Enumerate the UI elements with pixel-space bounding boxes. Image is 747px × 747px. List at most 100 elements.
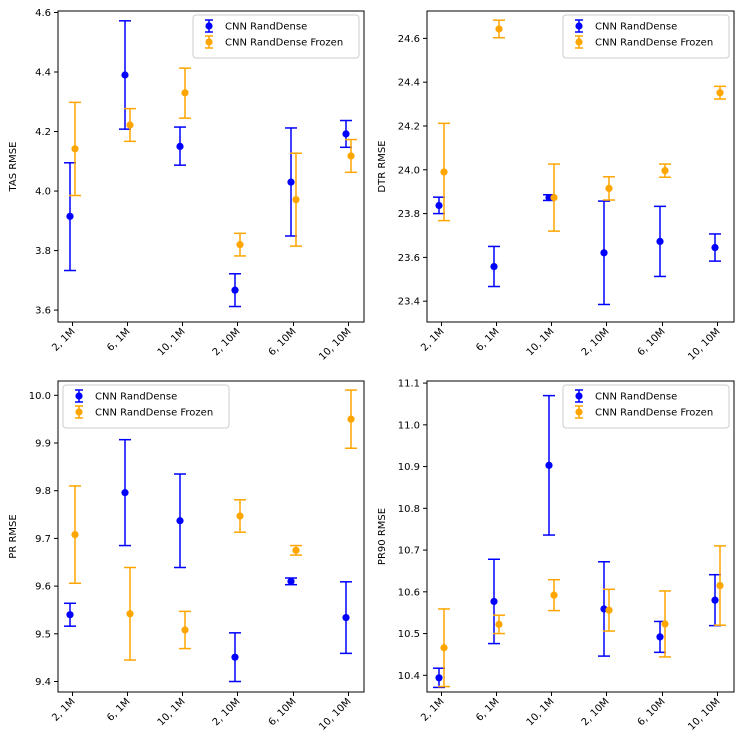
data-point bbox=[126, 121, 134, 129]
legend-label: CNN RandDense bbox=[95, 392, 177, 403]
data-point bbox=[550, 591, 558, 599]
data-point bbox=[716, 89, 724, 97]
legend-box bbox=[62, 384, 230, 429]
y-tick-label: 10.5 bbox=[398, 629, 420, 640]
y-axis-label: PR RMSE bbox=[8, 514, 19, 558]
y-tick-label: 10.4 bbox=[398, 671, 420, 682]
data-point bbox=[716, 581, 724, 590]
data-point bbox=[292, 546, 300, 554]
data-point bbox=[121, 489, 129, 497]
data-point bbox=[121, 71, 129, 79]
data-point bbox=[545, 194, 553, 202]
series-2 bbox=[438, 545, 726, 688]
data-point bbox=[71, 145, 79, 153]
y-tick-label: 24.0 bbox=[398, 165, 420, 176]
y-tick-label: 4.4 bbox=[35, 68, 51, 79]
data-point bbox=[236, 241, 244, 249]
data-point bbox=[661, 167, 669, 175]
y-tick-label: 9.5 bbox=[35, 629, 51, 640]
legend-marker-dot bbox=[75, 392, 83, 400]
data-point bbox=[490, 597, 498, 606]
legend-box bbox=[562, 384, 730, 429]
data-point bbox=[656, 237, 664, 246]
legend-label: CNN RandDense Frozen bbox=[95, 408, 213, 419]
data-point bbox=[600, 249, 608, 257]
data-point bbox=[292, 196, 300, 204]
data-point bbox=[490, 262, 498, 271]
legend: CNN RandDense CNN RandDense Frozen bbox=[562, 14, 730, 59]
y-tick-label: 4.2 bbox=[35, 127, 51, 138]
y-tick-label: 9.4 bbox=[35, 677, 51, 688]
series-2 bbox=[69, 67, 357, 257]
y-tick-label: 4.0 bbox=[35, 187, 51, 198]
series-1 bbox=[64, 438, 352, 683]
legend-marker-dot bbox=[75, 408, 83, 416]
axes-frame bbox=[57, 10, 365, 323]
legend-box bbox=[562, 14, 730, 59]
legend-marker-dot bbox=[575, 38, 583, 46]
y-axis-label: TAS RMSE bbox=[8, 142, 19, 193]
data-point bbox=[656, 633, 664, 641]
data-point bbox=[347, 415, 355, 423]
series-1 bbox=[64, 20, 352, 308]
data-point bbox=[126, 610, 134, 618]
y-tick-label: 10.7 bbox=[398, 546, 420, 557]
data-point bbox=[181, 89, 189, 97]
y-tick-label: 24.6 bbox=[398, 34, 420, 45]
data-point bbox=[435, 201, 443, 210]
legend-label: CNN RandDense Frozen bbox=[225, 38, 343, 49]
y-tick-label: 24.4 bbox=[398, 78, 420, 89]
data-point bbox=[71, 530, 79, 539]
y-axis-label: PR90 RMSE bbox=[377, 508, 388, 565]
axes-frame bbox=[426, 10, 735, 323]
data-point bbox=[181, 626, 189, 634]
data-point bbox=[661, 620, 669, 628]
data-point bbox=[231, 286, 239, 294]
axes-frame bbox=[426, 380, 735, 693]
data-point bbox=[176, 142, 184, 151]
legend-marker-dot bbox=[205, 22, 213, 30]
axes-frame bbox=[57, 380, 365, 693]
y-tick-label: 11.0 bbox=[398, 420, 420, 431]
data-point bbox=[545, 461, 553, 469]
y-tick-label: 9.7 bbox=[35, 534, 51, 545]
y-tick-label: 23.6 bbox=[398, 253, 420, 264]
y-tick-label: 3.6 bbox=[35, 306, 51, 317]
legend-marker-dot bbox=[205, 38, 213, 46]
data-point bbox=[236, 512, 244, 520]
legend-marker-dot bbox=[575, 408, 583, 416]
legend: CNN RandDense CNN RandDense Frozen bbox=[192, 14, 360, 59]
y-tick-label: 9.6 bbox=[35, 582, 51, 593]
legend-label: CNN RandDense Frozen bbox=[595, 38, 713, 49]
y-tick-label: 11.1 bbox=[398, 379, 420, 390]
data-point bbox=[287, 577, 295, 585]
series-1 bbox=[433, 394, 721, 689]
legend-label: CNN RandDense bbox=[595, 392, 677, 403]
y-tick-label: 24.2 bbox=[398, 121, 420, 132]
data-point bbox=[342, 130, 350, 138]
series-2 bbox=[438, 19, 726, 232]
series-2 bbox=[69, 389, 357, 661]
legend-marker-dot bbox=[575, 392, 583, 400]
data-point bbox=[440, 644, 448, 652]
y-tick-label: 9.9 bbox=[35, 439, 51, 450]
y-axis-label: DTR RMSE bbox=[377, 140, 388, 192]
data-point bbox=[605, 184, 613, 193]
legend-label: CNN RandDense bbox=[225, 22, 307, 33]
y-tick-label: 9.8 bbox=[35, 486, 51, 497]
y-tick-label: 10.0 bbox=[29, 391, 51, 402]
legend: CNN RandDense CNN RandDense Frozen bbox=[562, 384, 730, 429]
y-tick-label: 23.8 bbox=[398, 209, 420, 220]
y-tick-label: 10.6 bbox=[398, 587, 420, 598]
data-point bbox=[550, 194, 558, 202]
data-point bbox=[495, 620, 503, 628]
data-point bbox=[66, 212, 74, 220]
data-point bbox=[440, 168, 448, 176]
data-point bbox=[342, 613, 350, 622]
y-tick-label: 4.6 bbox=[35, 8, 51, 19]
y-tick-label: 10.9 bbox=[398, 462, 420, 473]
data-point bbox=[711, 243, 719, 252]
y-tick-label: 3.8 bbox=[35, 246, 51, 257]
